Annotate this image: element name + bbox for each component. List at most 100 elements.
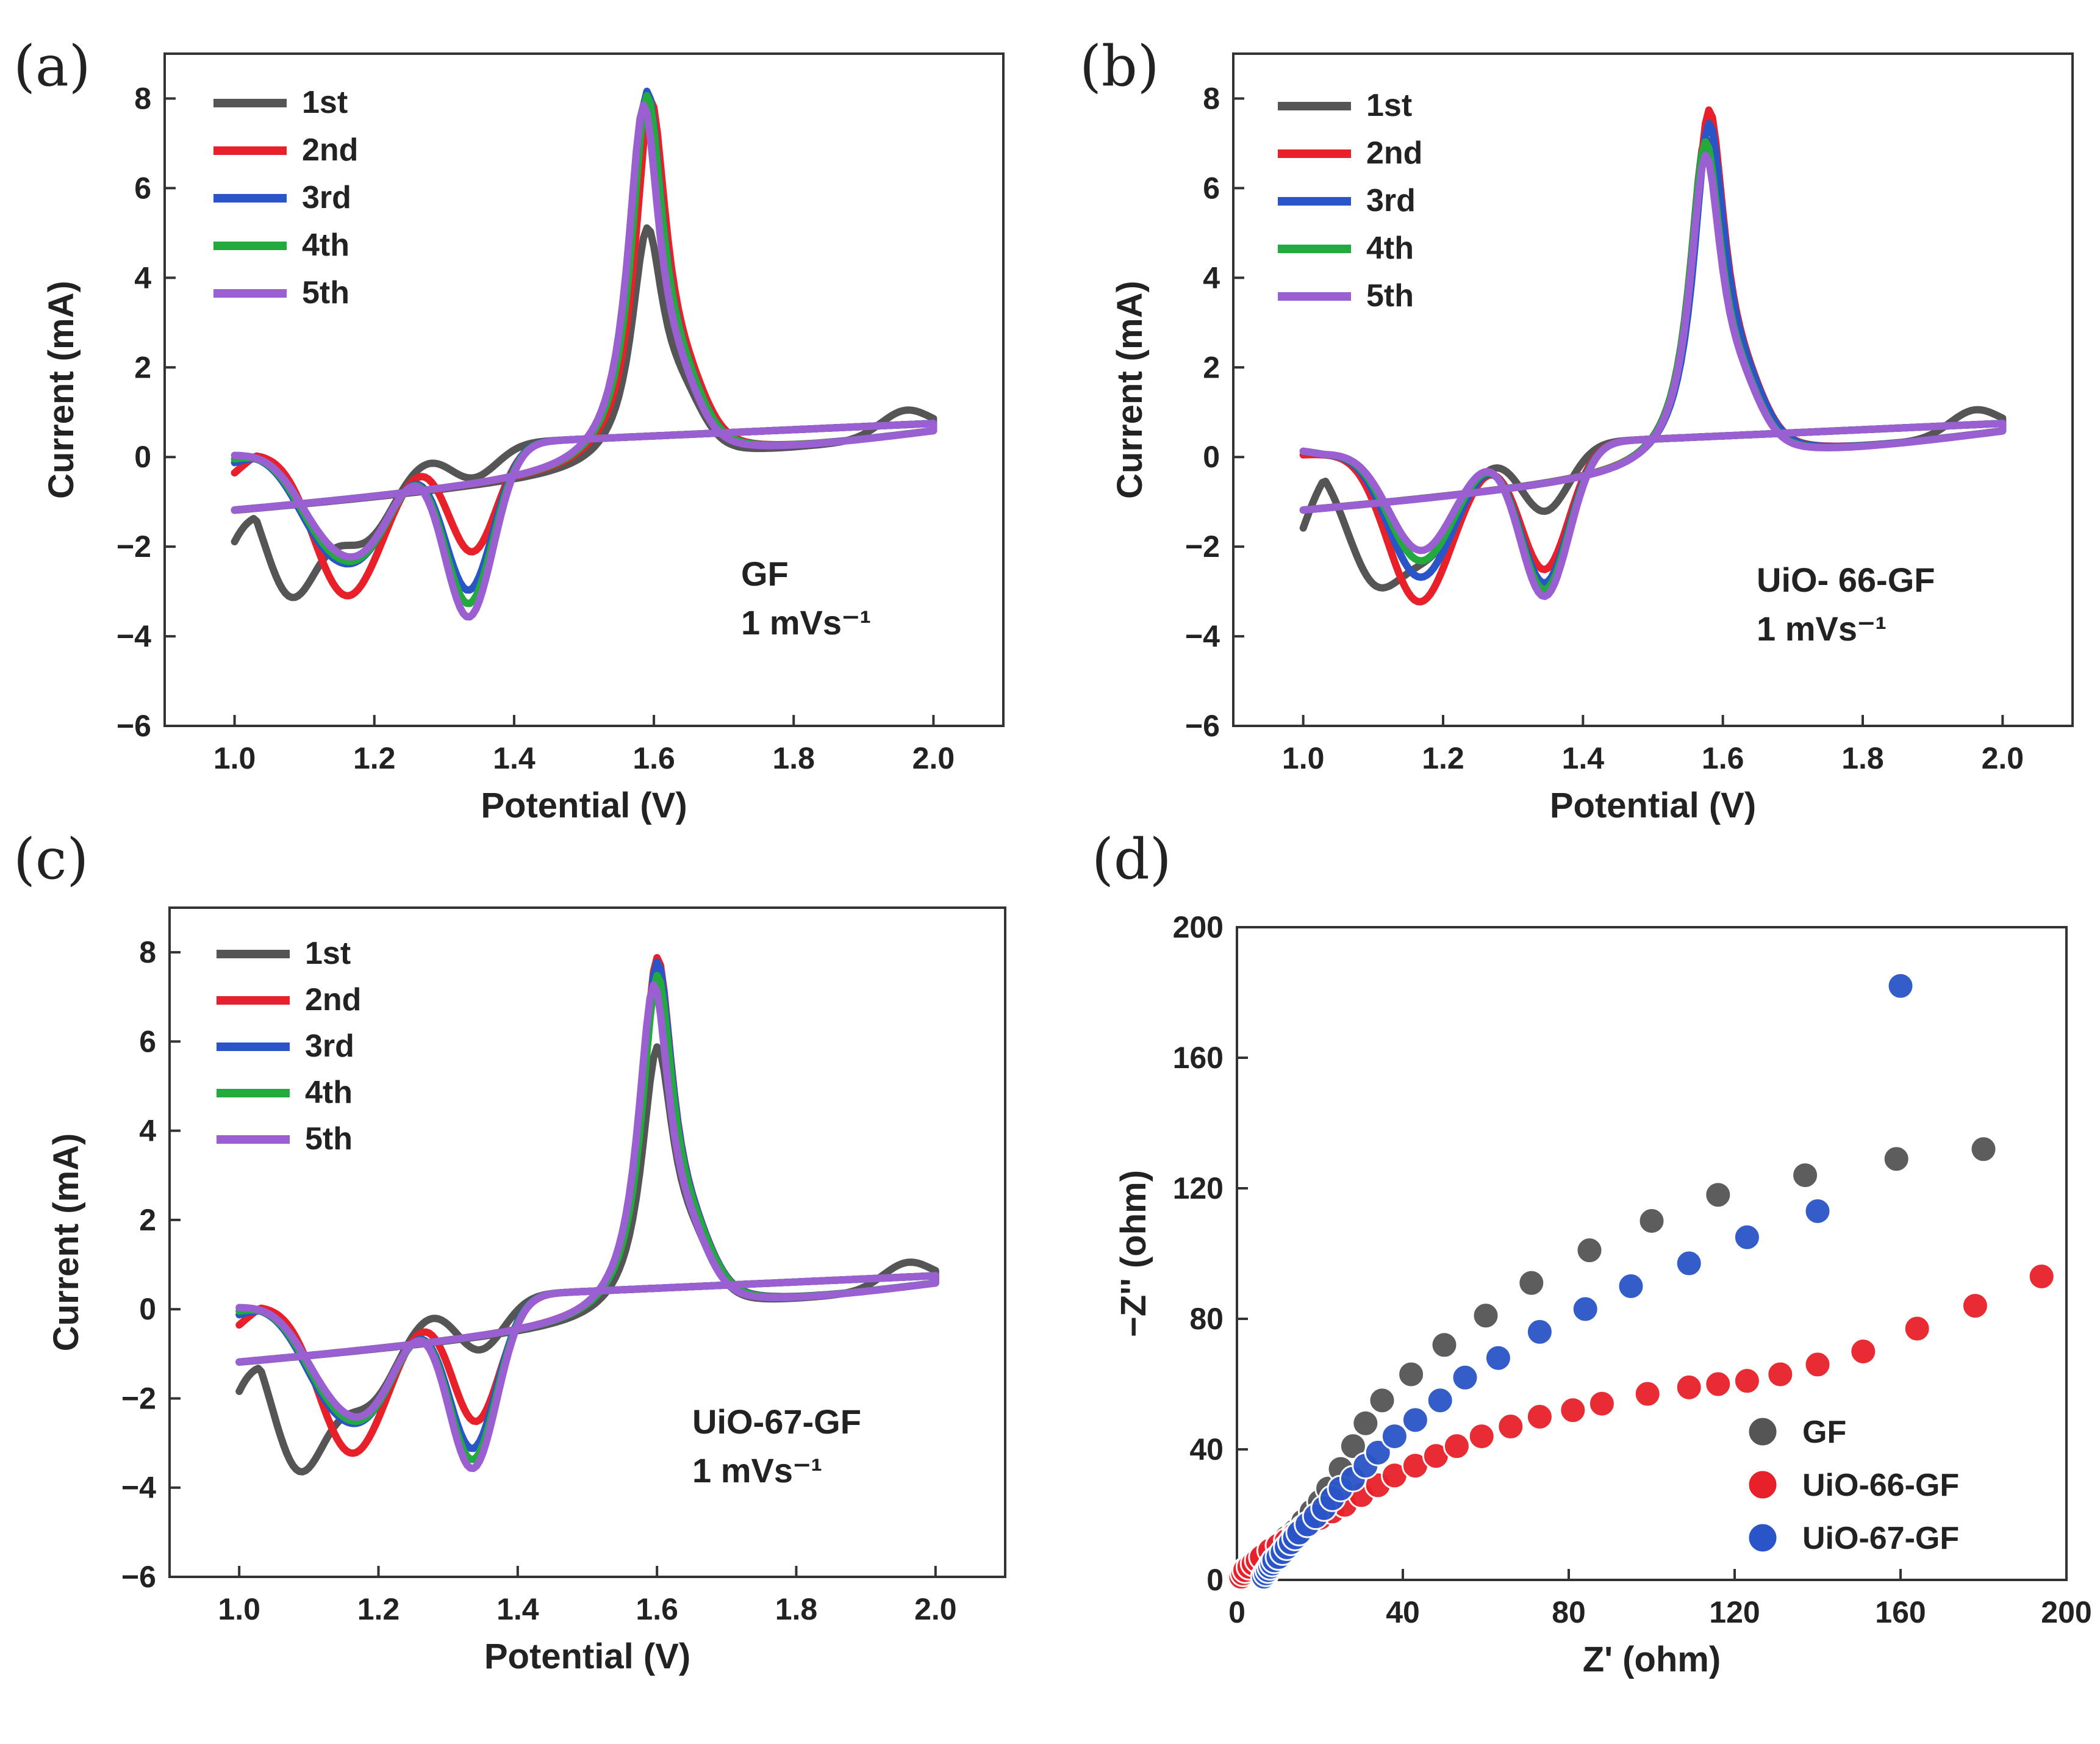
- panel-label: (d): [1092, 827, 1172, 892]
- data-point-GF: [1882, 1145, 1910, 1173]
- x-tick-label: 1.4: [1562, 741, 1605, 775]
- x-axis-label: Potential (V): [1550, 786, 1756, 825]
- y-tick-label: 0: [139, 1292, 156, 1326]
- y-axis-label: Current (mA): [46, 1133, 86, 1352]
- legend-label: 4th: [1366, 231, 1414, 266]
- data-point-UiO-66-GF: [1675, 1373, 1703, 1401]
- legend-label: 2nd: [305, 982, 361, 1017]
- y-tick-label: 40: [1189, 1432, 1224, 1466]
- panel-annotation: UiO-67-GF: [692, 1402, 861, 1441]
- panel-label: (a): [13, 34, 91, 99]
- data-point-UiO-67-GF: [1887, 972, 1915, 1000]
- data-point-GF: [1397, 1360, 1425, 1388]
- legend-marker: [1747, 1416, 1779, 1448]
- y-tick-label: 0: [1203, 440, 1220, 474]
- cv-curve-5th: [1299, 151, 2007, 600]
- legend-label: 3rd: [1366, 183, 1416, 218]
- x-tick-label: 1.0: [1282, 741, 1325, 775]
- data-point-UiO-66-GF: [1704, 1370, 1732, 1398]
- panel-annotation: 1 mVs⁻¹: [692, 1451, 822, 1490]
- data-point-UiO-67-GF: [1401, 1406, 1429, 1434]
- y-tick-label: −2: [1185, 529, 1220, 564]
- plot-frame: [168, 906, 1006, 1578]
- y-tick-label: 6: [134, 171, 151, 205]
- data-point-GF: [1368, 1387, 1396, 1415]
- panel-annotation: 1 mVs⁻¹: [1757, 609, 1887, 648]
- data-point-UiO-67-GF: [1617, 1272, 1645, 1300]
- x-tick-label: 80: [1552, 1595, 1586, 1629]
- legend-label: 2nd: [1366, 135, 1422, 171]
- y-tick-label: 120: [1173, 1171, 1224, 1205]
- y-tick-label: 8: [1203, 81, 1220, 115]
- panel-annotation: 1 mVs⁻¹: [741, 603, 871, 642]
- panel-label: (c): [13, 827, 88, 892]
- data-point-UiO-67-GF: [1804, 1197, 1832, 1225]
- data-point-UiO-67-GF: [1571, 1295, 1599, 1323]
- data-point-UiO-66-GF: [1804, 1351, 1832, 1379]
- y-tick-label: 0: [1206, 1563, 1224, 1597]
- data-point-UiO-67-GF: [1525, 1318, 1553, 1346]
- data-point-UiO-67-GF: [1484, 1344, 1512, 1372]
- data-point-UiO-66-GF: [1961, 1292, 1989, 1320]
- x-tick-label: 1.6: [1702, 741, 1744, 775]
- data-point-UiO-66-GF: [1766, 1360, 1794, 1388]
- cv-curve-5th: [231, 101, 937, 621]
- y-tick-label: 8: [139, 935, 156, 969]
- panel-annotation: UiO- 66-GF: [1757, 561, 1935, 599]
- data-point-UiO-67-GF: [1451, 1363, 1479, 1391]
- data-point-GF: [1339, 1432, 1367, 1460]
- data-point-UiO-66-GF: [2027, 1262, 2055, 1290]
- x-tick-label: 1.6: [636, 1592, 678, 1626]
- legend-label: 5th: [302, 275, 349, 310]
- y-tick-label: 160: [1173, 1041, 1224, 1075]
- legend-label: 5th: [1366, 278, 1414, 314]
- x-tick-label: 1.8: [772, 741, 815, 775]
- plot-frame: [1232, 52, 2074, 727]
- data-point-UiO-67-GF: [1675, 1249, 1703, 1277]
- data-point-UiO-66-GF: [1467, 1423, 1496, 1451]
- data-point-UiO-67-GF: [1426, 1387, 1454, 1415]
- y-tick-label: 6: [1203, 171, 1220, 205]
- panel-label: (b): [1080, 34, 1159, 99]
- y-tick-label: −4: [1185, 619, 1220, 653]
- legend-label: 1st: [302, 85, 348, 120]
- legend-label: 1st: [305, 936, 351, 971]
- data-point-UiO-66-GF: [1559, 1396, 1587, 1424]
- data-point-GF: [1472, 1302, 1500, 1330]
- chart-panel-b: 1.0 1.2 1.4 1.6 1.8 2.0 −6 −4 −2 0 2 4 6 8 Potential (…: [1080, 34, 2074, 825]
- legend-label: 2nd: [302, 132, 358, 168]
- y-tick-label: 2: [1203, 350, 1220, 384]
- x-axis-label: Potential (V): [481, 786, 687, 825]
- x-tick-label: 1.8: [775, 1592, 818, 1626]
- data-point-GF: [1430, 1331, 1458, 1359]
- panel-annotation: GF: [741, 554, 789, 593]
- cv-curve-2nd: [231, 96, 937, 600]
- data-point-GF: [1969, 1135, 1998, 1163]
- y-tick-label: −6: [121, 1560, 156, 1594]
- legend-label: 4th: [302, 228, 349, 263]
- data-point-GF: [1704, 1181, 1732, 1209]
- x-tick-label: 1.0: [218, 1592, 260, 1626]
- y-axis-label: Current (mA): [41, 281, 81, 499]
- data-point-UiO-66-GF: [1733, 1367, 1761, 1395]
- cv-curve-4th: [231, 92, 937, 608]
- y-tick-label: 80: [1189, 1302, 1224, 1336]
- data-point-UiO-66-GF: [1442, 1432, 1471, 1460]
- data-point-UiO-66-GF: [1633, 1380, 1661, 1408]
- x-tick-label: 0: [1228, 1595, 1245, 1629]
- x-tick-label: 1.8: [1841, 741, 1884, 775]
- data-point-UiO-67-GF: [1364, 1438, 1392, 1466]
- legend-label: 1st: [1366, 88, 1412, 123]
- x-tick-label: 2.0: [1982, 741, 2024, 775]
- data-point-GF: [1518, 1269, 1546, 1297]
- y-tick-label: −4: [121, 1471, 156, 1505]
- y-tick-label: −2: [121, 1381, 156, 1415]
- legend-label: UiO-66-GF: [1802, 1468, 1959, 1503]
- x-tick-label: 1.0: [213, 741, 256, 775]
- y-tick-label: 4: [1203, 260, 1220, 295]
- x-tick-label: 1.4: [493, 741, 536, 775]
- y-tick-label: 8: [134, 81, 151, 115]
- y-axis-label: Current (mA): [1110, 281, 1150, 499]
- x-tick-label: 1.2: [353, 741, 396, 775]
